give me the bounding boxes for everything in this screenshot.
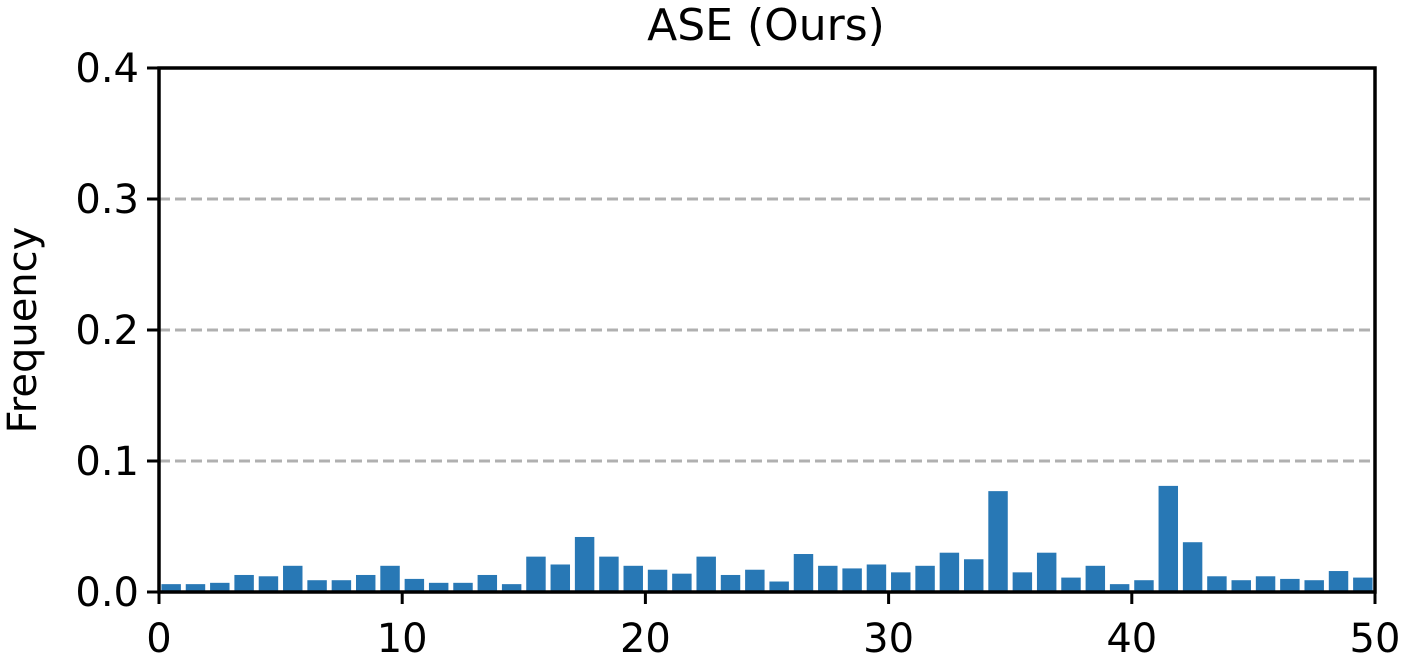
bar	[939, 552, 960, 592]
bar	[1061, 577, 1081, 592]
bar	[234, 574, 254, 592]
chart-title: ASE (Ours)	[647, 0, 885, 51]
bar	[720, 574, 741, 592]
bar	[477, 574, 498, 592]
bar	[258, 576, 279, 592]
bar	[769, 581, 789, 592]
bar	[696, 556, 716, 592]
bar	[988, 491, 1008, 592]
bar	[210, 582, 230, 592]
bar	[1255, 576, 1276, 592]
x-tick-label: 10	[377, 616, 428, 658]
bars	[161, 485, 1373, 592]
bar	[1280, 578, 1300, 592]
x-tick-label: 20	[620, 616, 671, 658]
bar	[1085, 565, 1106, 592]
bar	[1207, 576, 1227, 592]
bar	[355, 574, 376, 592]
bar	[623, 565, 643, 592]
bar	[428, 582, 449, 592]
bar	[1012, 572, 1033, 592]
bar	[283, 565, 303, 592]
bar	[574, 536, 595, 592]
bar	[1158, 485, 1179, 592]
bar	[501, 584, 522, 592]
bar	[161, 584, 181, 592]
y-tick-label: 0.2	[75, 308, 139, 354]
bar	[453, 582, 473, 592]
bar	[1134, 580, 1154, 592]
y-axis-label: Frequency	[0, 227, 46, 434]
bar	[1353, 577, 1373, 592]
y-tick-label: 0.3	[75, 177, 139, 223]
y-tick-label: 0.1	[75, 439, 139, 485]
gridlines	[159, 197, 1375, 463]
bar	[185, 584, 206, 592]
x-tick-label: 0	[146, 616, 171, 658]
bar	[1182, 542, 1203, 592]
y-tick-label: 0.4	[75, 46, 139, 92]
x-tick-label: 50	[1350, 616, 1401, 658]
bar	[1036, 552, 1057, 592]
bar	[793, 554, 814, 592]
axes	[147, 66, 1377, 604]
x-tick-label: 30	[863, 616, 914, 658]
bar	[550, 564, 571, 592]
x-tick-label: 40	[1106, 616, 1157, 658]
bar	[745, 569, 765, 592]
bar	[1328, 571, 1349, 592]
bar	[307, 580, 327, 592]
bar	[915, 565, 935, 592]
bar	[1231, 580, 1251, 592]
bar	[866, 564, 887, 592]
bar	[380, 565, 400, 592]
bar	[891, 572, 911, 592]
bar	[818, 565, 838, 592]
bar	[647, 569, 668, 592]
bar	[404, 578, 425, 592]
y-tick-label: 0.0	[75, 570, 139, 616]
bar	[842, 568, 862, 592]
bar	[1304, 580, 1324, 592]
bar	[599, 556, 619, 592]
tick-labels: 0.0 0.1 0.2 0.3 0.4 0 10 20 30 40 50	[75, 46, 1400, 658]
bar	[1109, 584, 1130, 592]
bar	[672, 573, 692, 592]
bar	[526, 556, 546, 592]
bar	[331, 580, 352, 592]
bar	[963, 559, 984, 592]
